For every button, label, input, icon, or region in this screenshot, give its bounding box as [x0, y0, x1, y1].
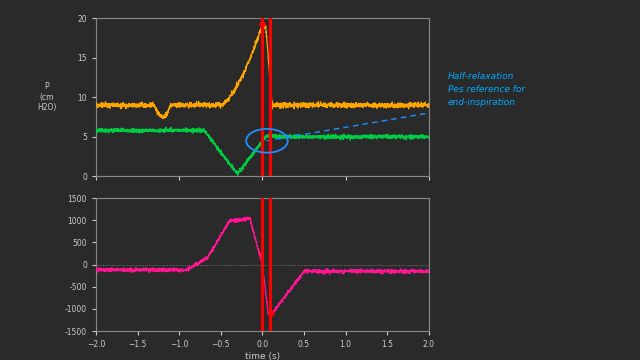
Y-axis label: P
(cm
H2O): P (cm H2O): [37, 82, 56, 112]
Text: Half-relaxation
Pes reference for
end-inspiration: Half-relaxation Pes reference for end-in…: [448, 72, 525, 107]
X-axis label: time (s): time (s): [245, 352, 280, 360]
